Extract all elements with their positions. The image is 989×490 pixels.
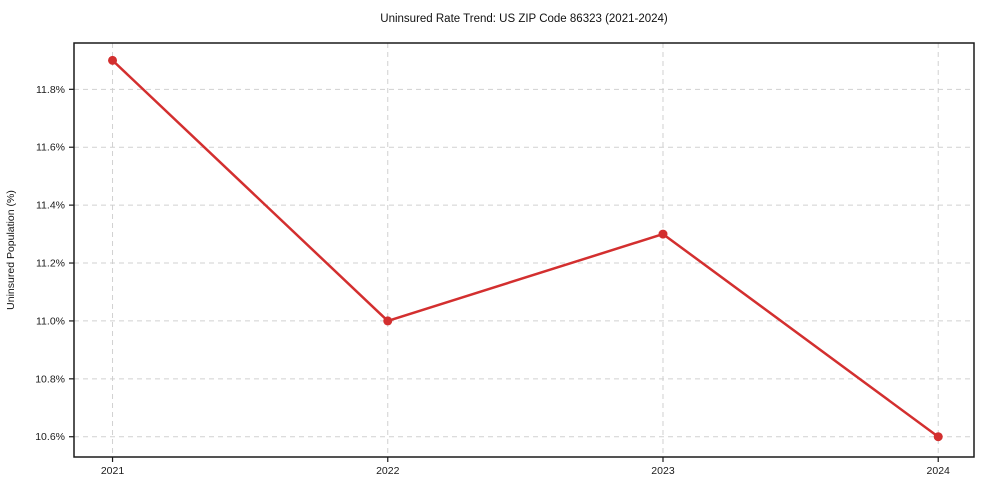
series-line <box>111 59 940 438</box>
y-tick-label: 11.0% <box>36 315 65 327</box>
y-tick-label: 11.2% <box>36 258 65 270</box>
data-point-marker <box>108 55 118 65</box>
plot-area <box>74 43 974 457</box>
plot-border <box>73 42 975 458</box>
tick-layer: 10.6% 10.8% 11.0% 11.2% 11.4% 11.6% 11.8% 2021 2… <box>35 84 950 477</box>
y-tick-label: 11.4% <box>36 200 65 212</box>
y-tick-label: 11.8% <box>36 84 65 96</box>
series-layer <box>108 55 943 442</box>
data-point-marker <box>383 316 393 326</box>
x-tick-label: 2023 <box>651 465 675 477</box>
y-tick-label: 10.8% <box>35 373 65 385</box>
x-tick-label: 2024 <box>927 465 951 477</box>
data-point-marker <box>658 229 668 239</box>
y-tick-label: 10.6% <box>35 431 65 443</box>
y-tick-label: 11.6% <box>36 142 65 154</box>
y-axis-label: Uninsured Population (%) <box>5 190 17 310</box>
data-point-marker <box>933 432 943 442</box>
x-tick-label: 2021 <box>101 465 125 477</box>
chart-title: Uninsured Rate Trend: US ZIP Code 86323 … <box>380 13 668 25</box>
grid-layer <box>74 43 974 457</box>
x-tick-label: 2022 <box>376 465 400 477</box>
